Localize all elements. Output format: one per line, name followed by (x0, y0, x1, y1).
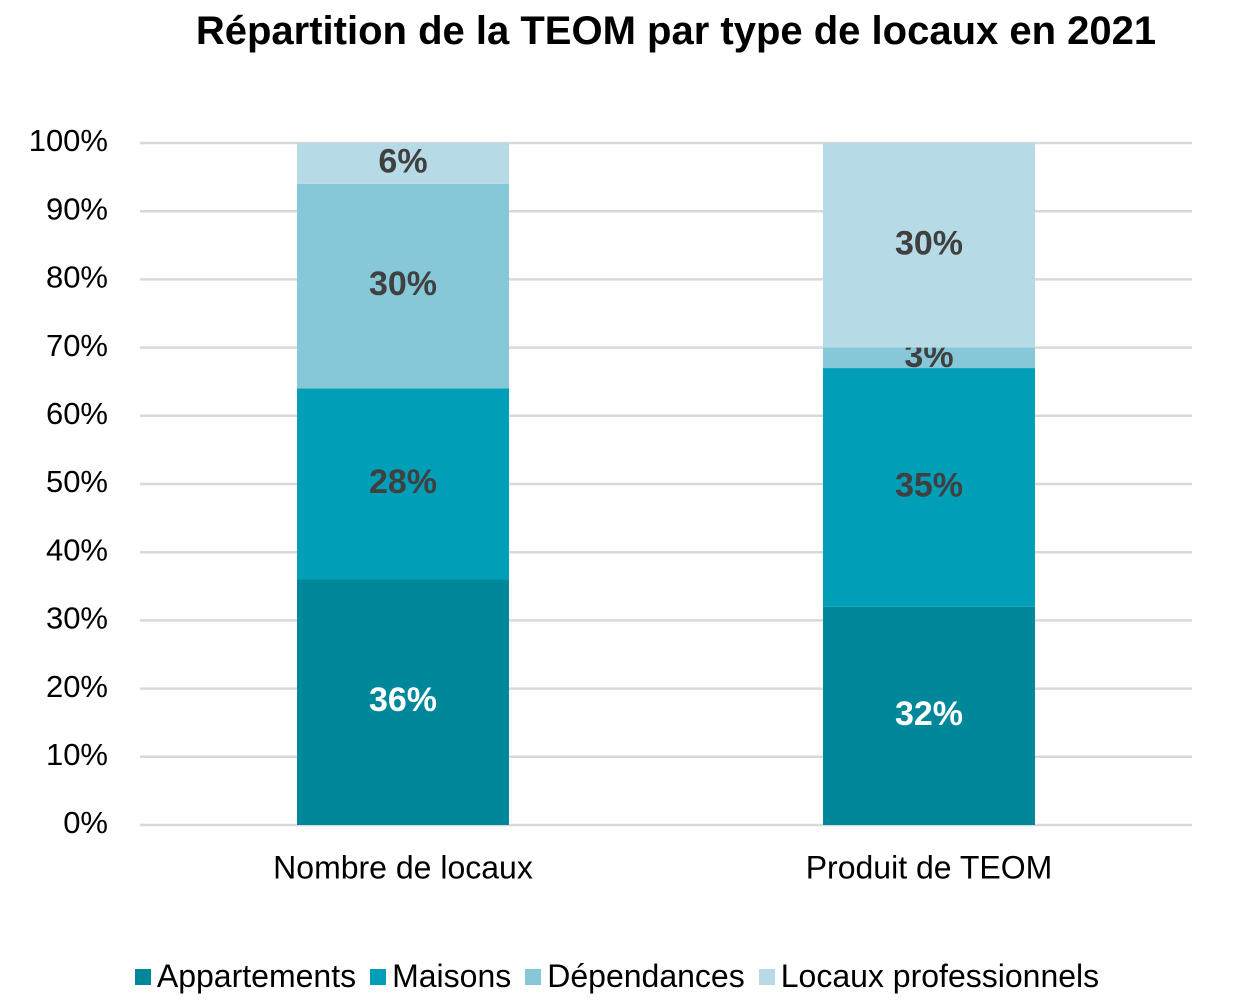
bar-segment (297, 143, 509, 184)
y-tick-label: 10% (46, 737, 108, 772)
legend-label: Locaux professionnels (780, 958, 1100, 994)
legend-item: Appartements (134, 958, 357, 995)
y-tick-label: 80% (46, 260, 108, 295)
data-label: 36% (369, 681, 437, 719)
y-tick-label: 70% (46, 328, 108, 363)
data-label: 6% (378, 142, 427, 180)
data-label: 30% (369, 265, 437, 303)
y-tick-label: 100% (29, 123, 108, 158)
bar-segment (823, 368, 1035, 607)
chart-title: Répartition de la TEOM par type de locau… (195, 9, 1157, 53)
y-tick-label: 0% (63, 805, 108, 840)
legend-swatch (370, 968, 387, 985)
data-label: 35% (895, 466, 963, 504)
legend-label: Appartements (156, 958, 357, 994)
legend-swatch (134, 968, 151, 985)
y-tick-label: 20% (46, 669, 108, 704)
bar-segment (823, 347, 1035, 369)
legend-item: Maisons (370, 958, 511, 995)
legend-swatch (525, 968, 542, 985)
x-tick-label: Nombre de locaux (273, 849, 533, 885)
data-label: 30% (895, 224, 963, 262)
legend-label: Maisons (392, 958, 512, 994)
bar-segment (823, 606, 1035, 825)
legend-swatch (758, 968, 775, 985)
y-tick-label: 90% (46, 191, 108, 226)
y-tick-label: 30% (46, 601, 108, 636)
y-tick-label: 60% (46, 396, 108, 431)
legend-item: Dépendances (525, 958, 745, 995)
bar-segment (823, 143, 1035, 348)
data-label: 28% (369, 463, 437, 501)
legend: Appartements Maisons Dépendances Locaux pro… (0, 958, 1234, 995)
bar-segment (297, 183, 509, 389)
y-tick-label: 50% (46, 464, 108, 499)
legend-label: Dépendances (547, 958, 745, 994)
bar-segment (297, 579, 509, 825)
y-tick-label: 40% (46, 532, 108, 567)
x-tick-label: Produit de TEOM (806, 849, 1053, 885)
data-label: 32% (895, 695, 963, 733)
legend-item: Locaux professionnels (758, 958, 1100, 995)
bar-segment (297, 388, 509, 580)
